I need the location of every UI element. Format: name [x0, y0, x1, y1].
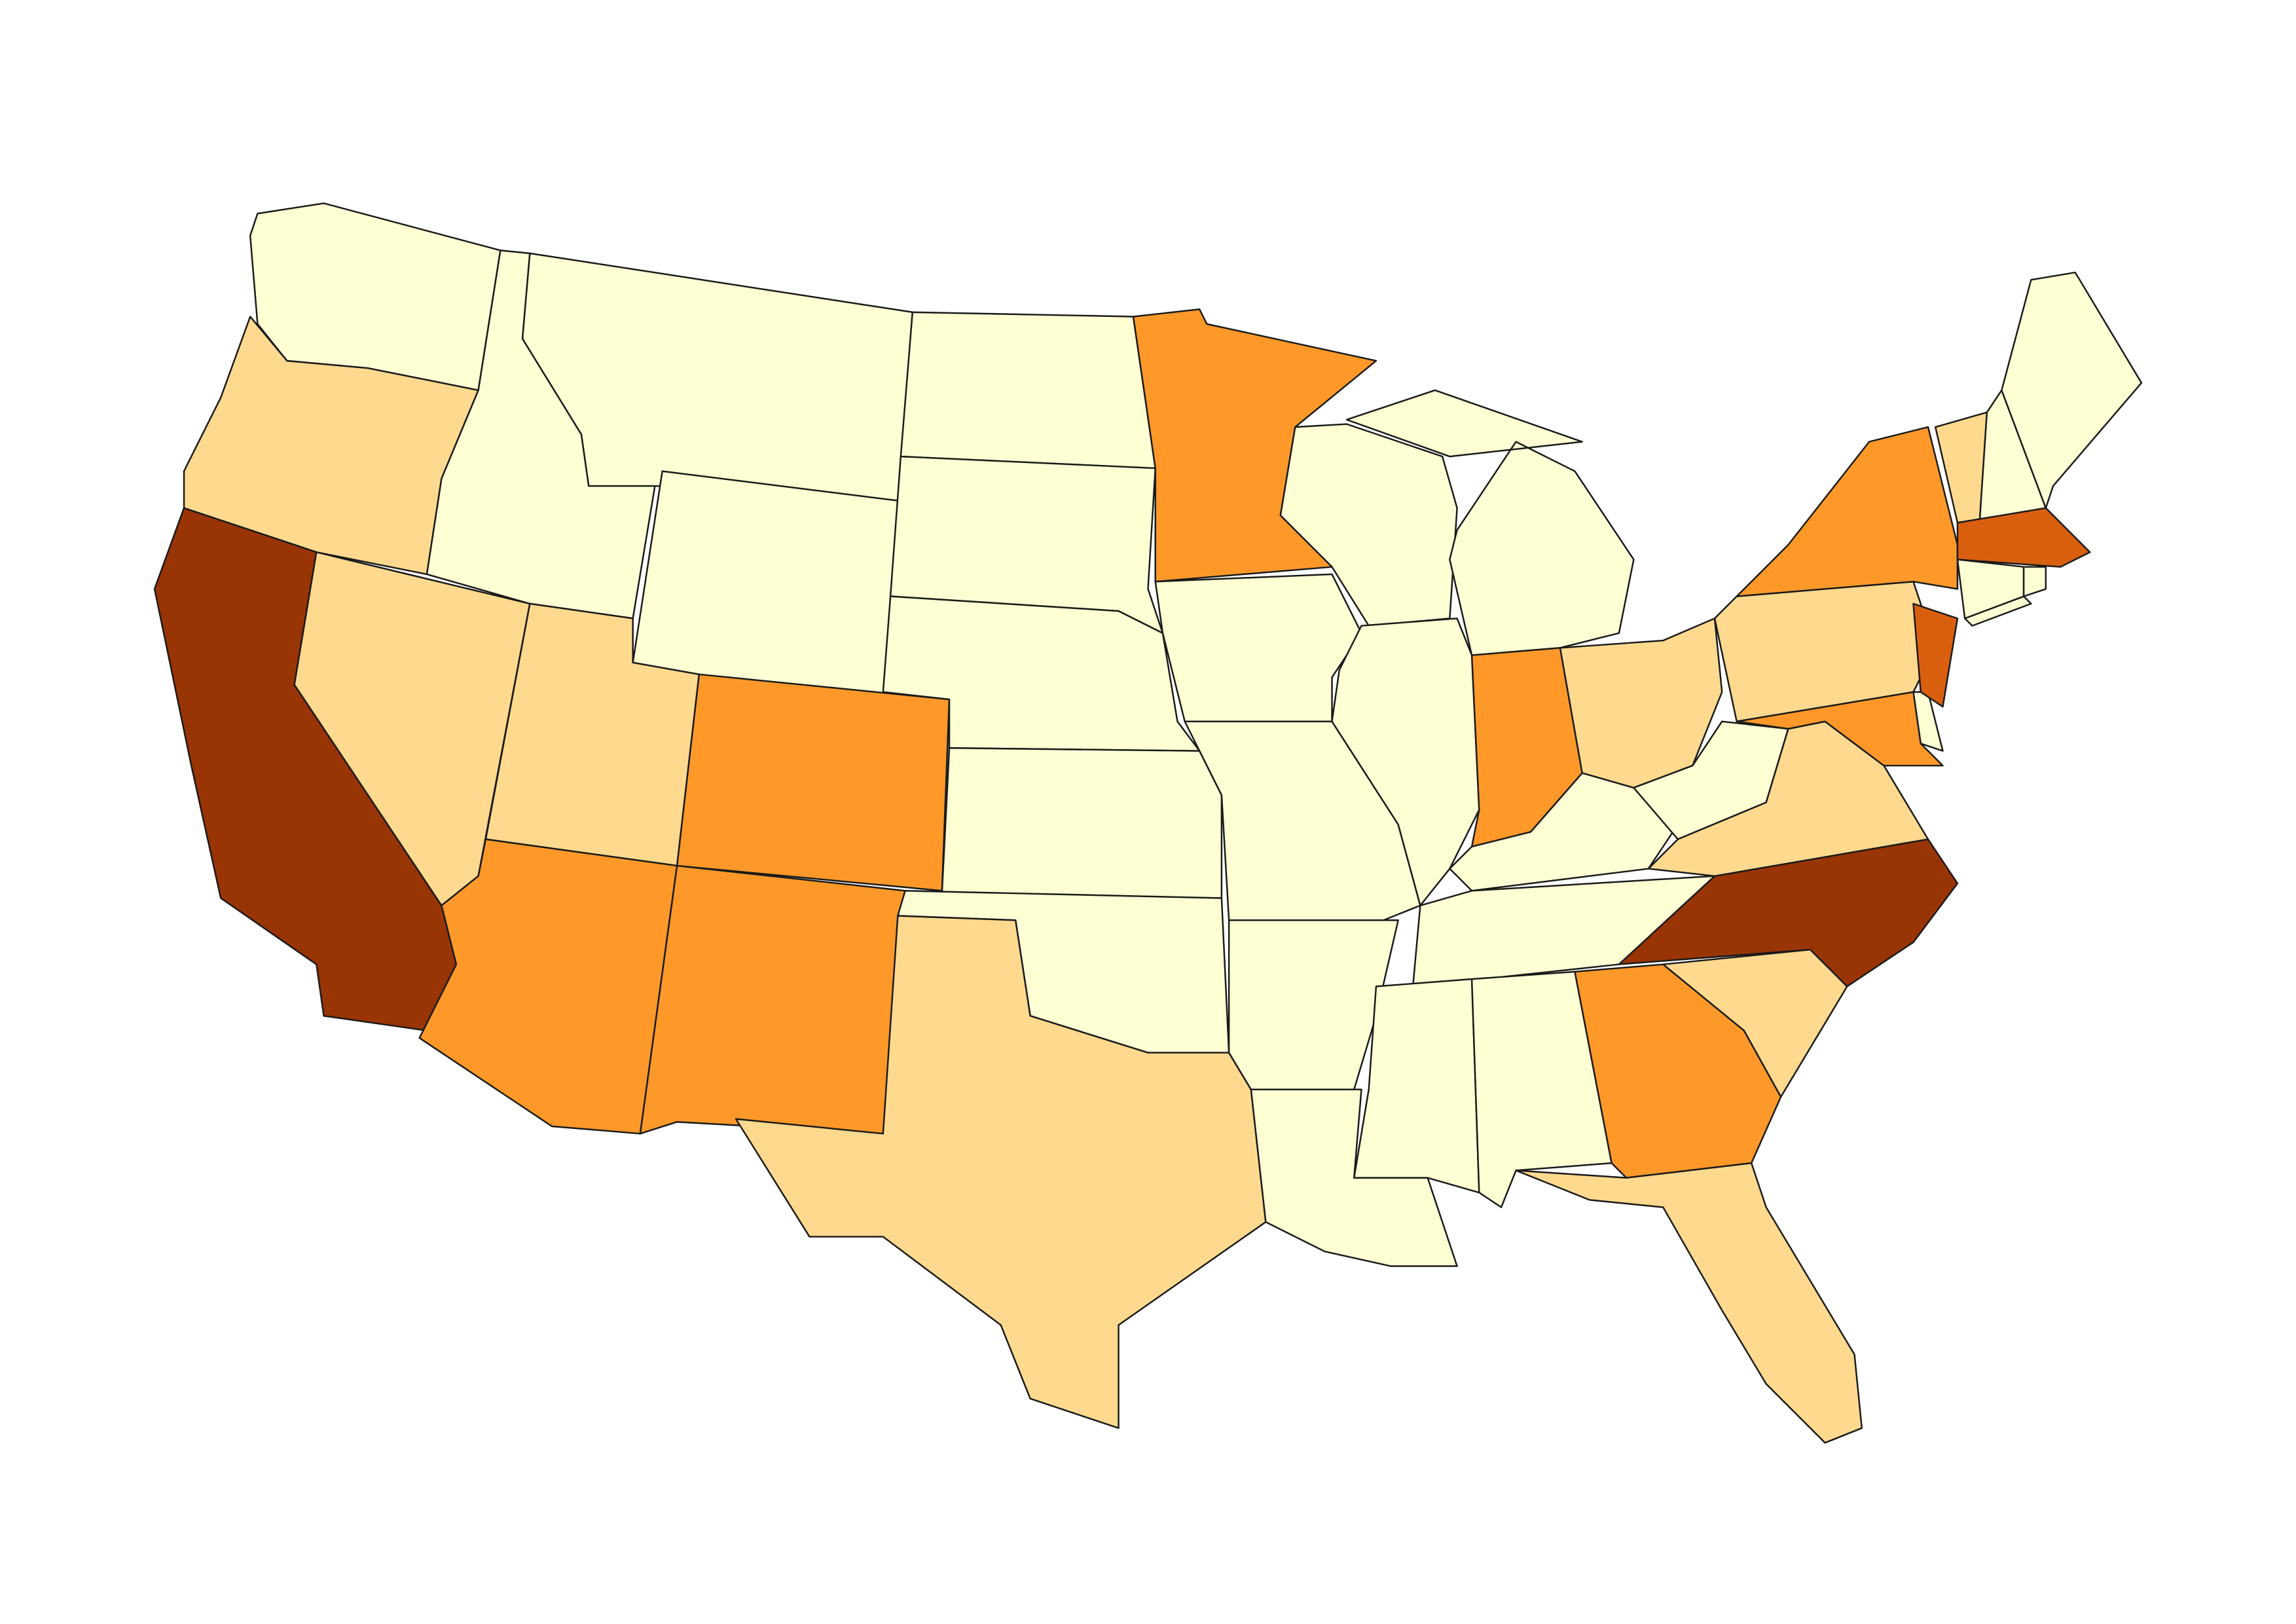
region: [1736, 691, 1944, 767]
region: [1559, 618, 1723, 789]
region: [1912, 602, 1959, 708]
region: [2022, 566, 2047, 597]
region: [1515, 1162, 1863, 1444]
region: [1956, 507, 2091, 568]
region: [900, 311, 1156, 470]
region: [1331, 618, 1480, 906]
region: [1345, 389, 1635, 656]
region: [1736, 426, 1959, 597]
region: [735, 915, 1267, 1430]
region: [1154, 573, 1362, 722]
region: [639, 864, 906, 1135]
region: [676, 673, 951, 892]
region: [941, 747, 1223, 899]
